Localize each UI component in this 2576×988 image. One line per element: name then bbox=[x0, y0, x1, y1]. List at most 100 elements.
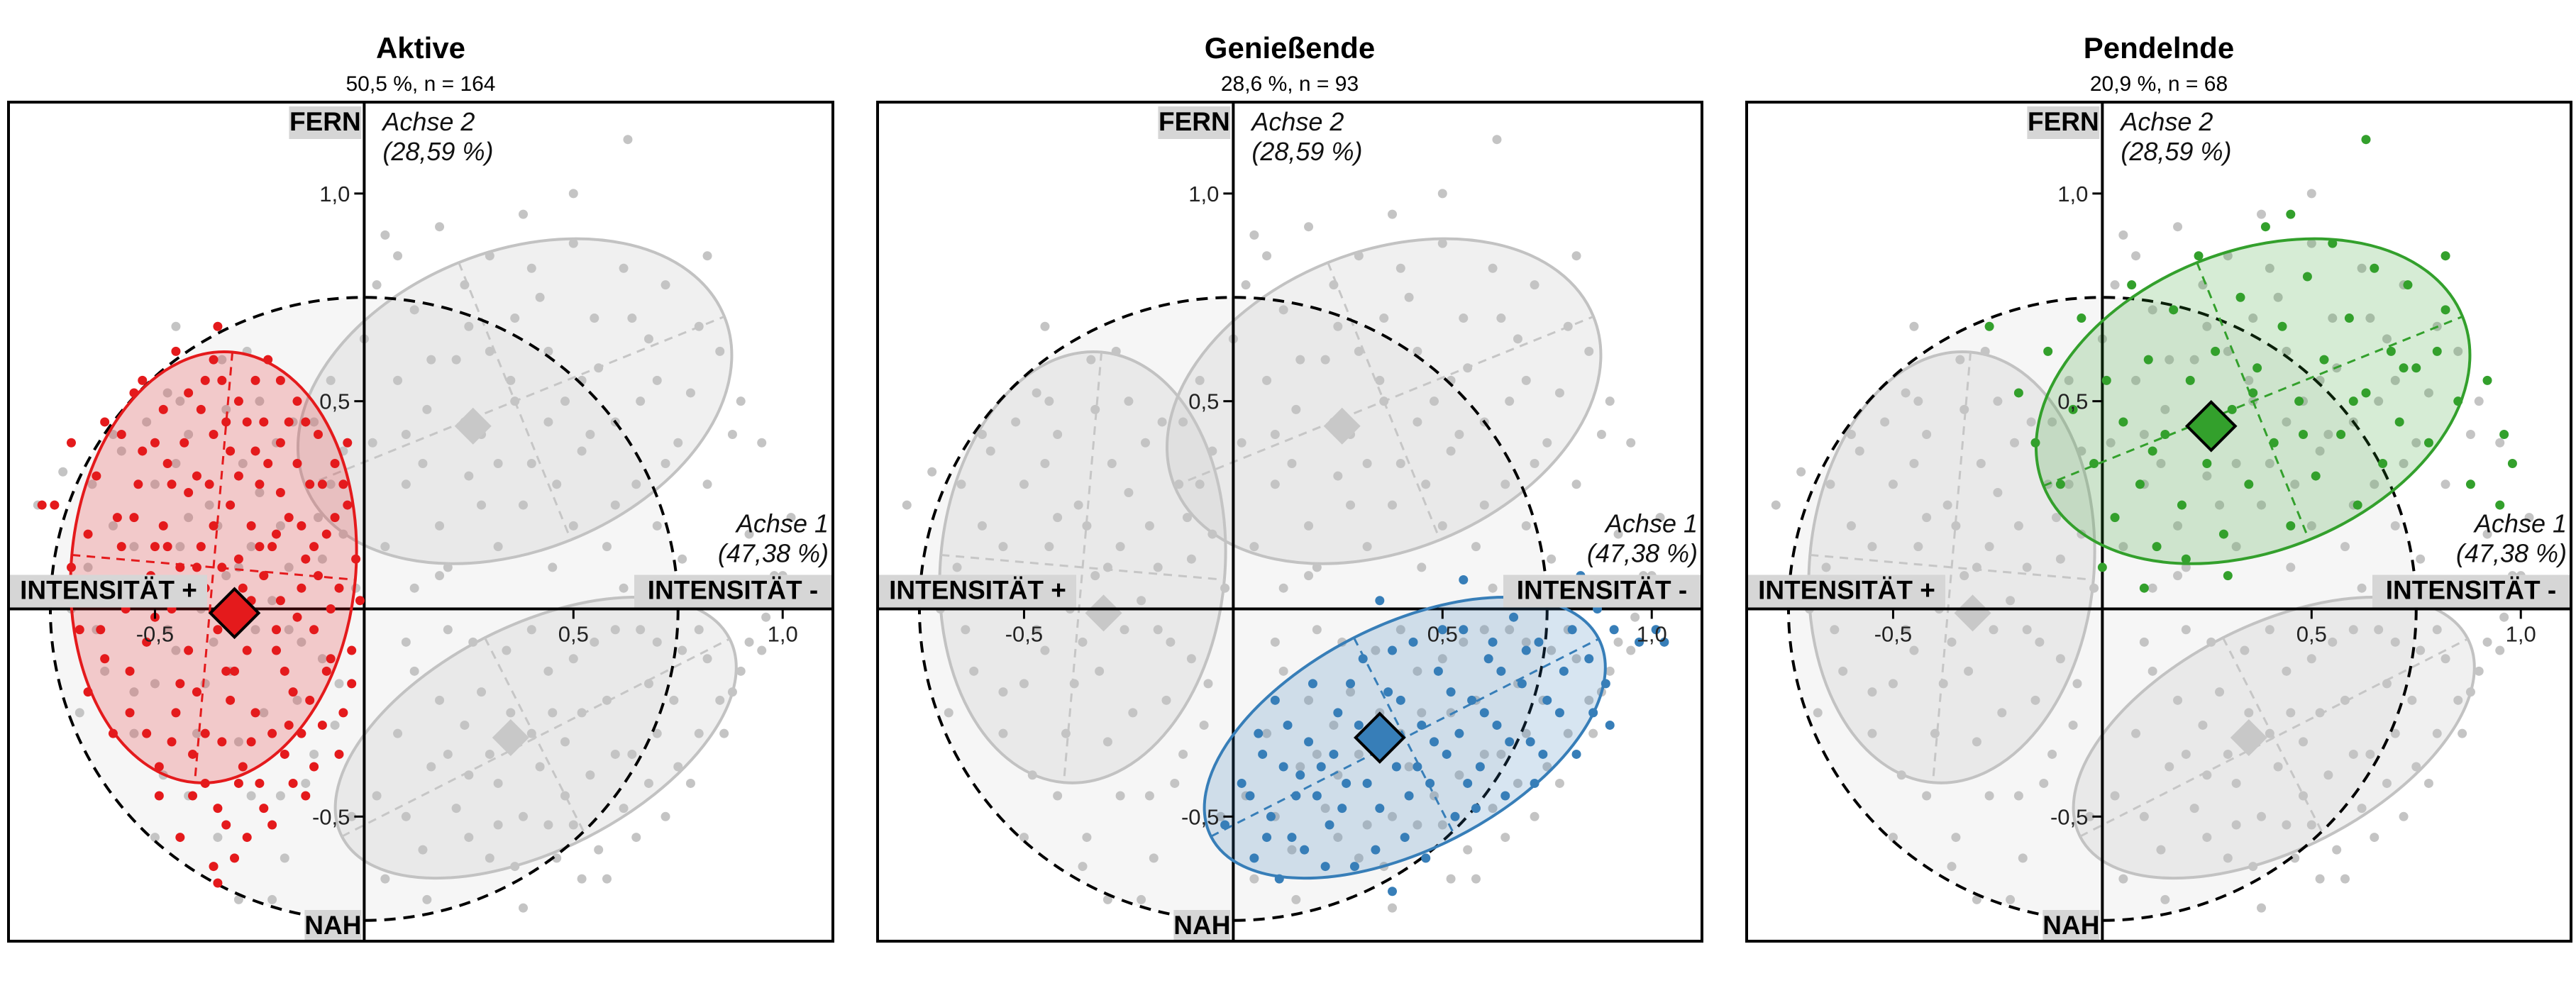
grey-point bbox=[1488, 804, 1498, 814]
grey-point bbox=[1053, 430, 1063, 440]
grey-point bbox=[2374, 625, 2384, 635]
group-point bbox=[2495, 500, 2505, 510]
group-point bbox=[284, 417, 294, 427]
group-point bbox=[250, 446, 260, 456]
grey-point bbox=[1655, 513, 1665, 523]
grey-point bbox=[727, 430, 737, 440]
grey-point bbox=[2265, 263, 2274, 273]
grey-point bbox=[1137, 894, 1146, 904]
group-point bbox=[1542, 695, 1552, 705]
grey-point bbox=[1563, 321, 1573, 331]
group-point bbox=[1388, 887, 1398, 897]
x-tick-label: 0,5 bbox=[2296, 621, 2327, 646]
group-point bbox=[1375, 804, 1385, 814]
grey-point bbox=[548, 708, 558, 718]
grey-point bbox=[372, 791, 382, 801]
group-point bbox=[188, 791, 198, 801]
group-point bbox=[1605, 720, 1615, 730]
group-point bbox=[2030, 438, 2040, 448]
group-point bbox=[275, 488, 285, 498]
grey-point bbox=[519, 903, 529, 913]
group-point bbox=[284, 513, 294, 523]
grey-point bbox=[1320, 355, 1330, 365]
grey-point bbox=[1854, 446, 1864, 456]
group-point bbox=[1266, 811, 1276, 821]
group-point bbox=[204, 479, 214, 489]
grey-point bbox=[1479, 625, 1489, 635]
group-point bbox=[1442, 749, 1452, 759]
group-point bbox=[108, 728, 118, 738]
grey-point bbox=[1090, 404, 1100, 414]
grey-point bbox=[652, 521, 662, 531]
group-point bbox=[154, 791, 164, 801]
grey-point bbox=[2202, 770, 2212, 780]
group-point bbox=[2244, 479, 2254, 489]
grey-point bbox=[510, 313, 520, 323]
grey-point bbox=[426, 355, 436, 365]
grey-point bbox=[150, 679, 160, 689]
grey-point bbox=[1241, 280, 1251, 290]
grey-point bbox=[1959, 571, 1969, 581]
group-point bbox=[2403, 280, 2413, 290]
grey-point bbox=[334, 679, 344, 689]
grey-point bbox=[468, 637, 478, 647]
group-point bbox=[292, 612, 302, 622]
grey-point bbox=[2382, 778, 2392, 788]
group-point bbox=[259, 804, 269, 814]
grey-point bbox=[2390, 728, 2400, 738]
grey-point bbox=[1613, 529, 1623, 539]
grey-point bbox=[1500, 479, 1510, 489]
grey-point bbox=[2231, 542, 2241, 552]
group-point bbox=[96, 625, 106, 635]
grey-point bbox=[577, 708, 587, 718]
group-point bbox=[1467, 695, 1477, 705]
grey-point bbox=[1571, 654, 1581, 664]
grey-point bbox=[485, 853, 494, 863]
y-tick-label: -0,5 bbox=[1181, 804, 1219, 829]
group-point bbox=[1479, 708, 1489, 718]
grey-point bbox=[1144, 521, 1154, 531]
grey-point bbox=[460, 280, 470, 290]
grey-point bbox=[372, 280, 382, 290]
grey-point bbox=[2411, 762, 2421, 772]
grey-point bbox=[1505, 396, 1515, 406]
grey-ellipse-minor-axis bbox=[1062, 352, 1103, 783]
grey-point bbox=[2118, 874, 2128, 884]
grey-point bbox=[246, 542, 256, 552]
group-point bbox=[1659, 637, 1669, 647]
grey-point bbox=[543, 666, 553, 676]
grey-point bbox=[2282, 346, 2292, 356]
grey-point bbox=[652, 637, 662, 647]
grey-point bbox=[275, 521, 285, 531]
grey-point bbox=[590, 313, 599, 323]
grey-ellipse bbox=[333, 595, 738, 880]
group-point bbox=[272, 529, 282, 539]
grey-point bbox=[1584, 695, 1594, 705]
grey-point bbox=[1993, 396, 2003, 406]
grey-point bbox=[1346, 687, 1356, 697]
grey-point bbox=[761, 612, 771, 622]
group-point bbox=[2507, 459, 2517, 469]
grey-point bbox=[2244, 708, 2254, 718]
grey-point bbox=[1203, 679, 1213, 689]
group-point bbox=[2202, 459, 2212, 469]
grey-point bbox=[2139, 430, 2149, 440]
grey-point bbox=[1542, 438, 1552, 448]
group-point bbox=[200, 375, 210, 385]
grey-point bbox=[1333, 833, 1343, 843]
grey-point bbox=[326, 479, 336, 489]
grey-point bbox=[1521, 728, 1531, 738]
grey-point bbox=[309, 417, 319, 427]
grey-point bbox=[585, 770, 595, 780]
grey-point bbox=[1630, 612, 1640, 622]
grey-point bbox=[1413, 666, 1422, 676]
group-point bbox=[1391, 762, 1401, 772]
grey-point bbox=[1040, 459, 1050, 469]
x-tick-label: -0,5 bbox=[1874, 621, 1912, 646]
grey-point bbox=[1888, 479, 1898, 489]
group-point bbox=[162, 459, 172, 469]
grey-point bbox=[401, 811, 411, 821]
grey-point bbox=[150, 479, 160, 489]
grey-point bbox=[631, 479, 641, 489]
grey-point bbox=[326, 375, 336, 385]
